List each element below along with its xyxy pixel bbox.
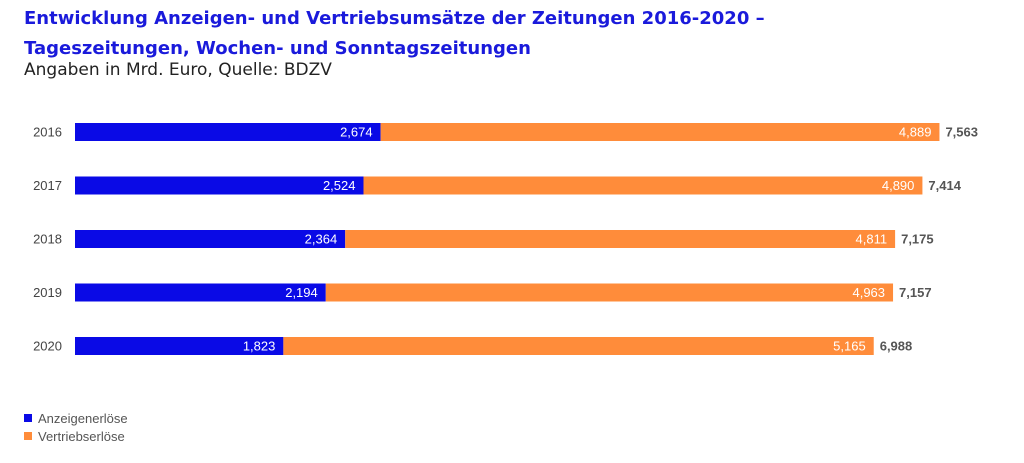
stacked-bar-chart: 2016 2,674 4,889 7,563 2017 2,524 4,890 7,414 20… [33,123,978,355]
bar-anzeigen [75,123,381,141]
bar-vertrieb [283,337,874,355]
bar-vertrieb [345,230,896,248]
data-label-vertrieb: 4,811 [856,232,888,247]
legend-swatch-anzeigen [24,414,32,422]
legend-item-anzeigen: Anzeigenerlöse [24,409,128,427]
y-tick-label: 2016 [33,125,62,140]
bar-anzeigen [75,337,284,355]
data-label-anzeigen: 2,364 [305,232,338,247]
legend-label-vertrieb: Vertriebserlöse [38,428,125,444]
y-tick-label: 2020 [33,339,62,354]
chart-title-line-2: Tageszeitungen, Wochen- und Sonntagszeit… [24,38,531,59]
legend: Anzeigenerlöse Vertriebserlöse [24,409,128,445]
y-tick-label: 2017 [33,178,62,193]
y-tick-label: 2018 [33,232,62,247]
legend-item-vertrieb: Vertriebserlöse [24,427,128,445]
chart-title-line-1: Entwicklung Anzeigen- und Vertriebsumsät… [24,8,765,29]
bar-vertrieb [380,123,940,141]
data-label-vertrieb: 4,963 [852,285,885,300]
chart-title: Entwicklung Anzeigen- und Vertriebsumsät… [24,4,765,64]
data-label-anzeigen: 2,524 [323,178,356,193]
total-label: 7,414 [928,178,961,193]
data-label-vertrieb: 4,890 [882,178,915,193]
bar-vertrieb [363,176,923,195]
data-label-anzeigen: 2,674 [340,125,373,140]
legend-label-anzeigen: Anzeigenerlöse [38,410,128,426]
bar-anzeigen [75,230,346,248]
bar-vertrieb [325,283,894,302]
data-label-anzeigen: 1,823 [243,339,276,354]
data-label-anzeigen: 2,194 [285,285,318,300]
data-label-vertrieb: 4,889 [899,125,932,140]
bar-anzeigen [75,176,364,195]
total-label: 7,157 [899,285,932,300]
bar-anzeigen [75,283,326,302]
total-label: 7,563 [945,125,978,140]
total-label: 6,988 [880,339,913,354]
data-label-vertrieb: 5,165 [833,339,866,354]
legend-swatch-vertrieb [24,432,32,440]
chart-subtitle: Angaben in Mrd. Euro, Quelle: BDZV [24,60,332,80]
total-label: 7,175 [901,232,934,247]
y-tick-label: 2019 [33,285,62,300]
